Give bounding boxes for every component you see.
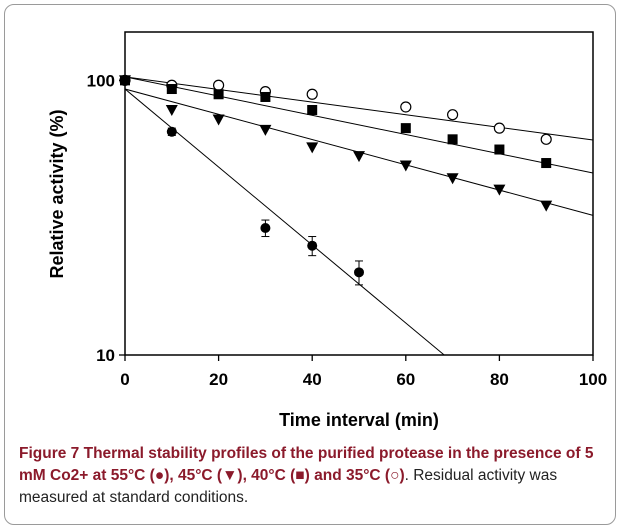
data-point-filled-triangle bbox=[259, 124, 272, 136]
caption-text: . Residual activity was measured at stan… bbox=[19, 467, 558, 506]
data-point-filled-triangle bbox=[165, 104, 178, 116]
data-point-filled-circle bbox=[166, 126, 177, 137]
figure-caption: Figure 7 Thermal stability profiles of t… bbox=[19, 443, 611, 509]
fit-lines bbox=[124, 76, 594, 356]
data-point-open-circle bbox=[400, 101, 412, 113]
data-point-filled-triangle bbox=[353, 151, 365, 163]
data-point-filled-circle bbox=[354, 267, 364, 278]
data-point-filled-square bbox=[400, 123, 411, 134]
data-point-filled-square bbox=[166, 84, 177, 95]
data-point-filled-square bbox=[260, 91, 271, 102]
fit-line bbox=[124, 76, 594, 141]
fit-line bbox=[124, 76, 594, 174]
x-tick-label: 20 bbox=[209, 370, 228, 389]
data-point-filled-circle bbox=[307, 240, 318, 251]
data-point-filled-triangle bbox=[446, 173, 459, 185]
data-point-open-circle bbox=[540, 133, 552, 145]
plot-area bbox=[124, 31, 594, 356]
x-tick-label: 40 bbox=[303, 370, 322, 389]
data-point-filled-triangle bbox=[493, 184, 506, 196]
data-point-filled-triangle bbox=[306, 142, 319, 154]
caption-title: Figure 7 Thermal stability profiles of t… bbox=[19, 445, 594, 484]
fit-line bbox=[124, 88, 445, 356]
data-point-filled-circle bbox=[260, 223, 271, 234]
data-point-open-circle bbox=[493, 122, 505, 134]
data-point-filled-square bbox=[307, 104, 318, 115]
data-point-filled-square bbox=[213, 89, 224, 100]
y-tick-label: 100 bbox=[87, 71, 115, 90]
y-tick-label: 10 bbox=[96, 346, 115, 365]
x-tick-label: 100 bbox=[579, 370, 607, 389]
data-point-filled-square bbox=[494, 144, 505, 155]
data-point-open-circle bbox=[447, 109, 459, 121]
data-point-filled-square bbox=[447, 134, 458, 145]
data-point-open-circle bbox=[306, 88, 318, 100]
data-point-filled-triangle bbox=[399, 160, 412, 172]
data-point-open-circle bbox=[213, 79, 225, 91]
x-tick-label: 80 bbox=[490, 370, 509, 389]
data-point-filled-square bbox=[541, 158, 552, 169]
data-point-filled-triangle bbox=[540, 200, 553, 212]
x-tick-label: 60 bbox=[396, 370, 415, 389]
x-tick-label: 0 bbox=[120, 370, 129, 389]
data-points bbox=[119, 74, 553, 286]
figure-panel: 0 20 40 60 80 100 10 100 Relative activity (%) … bbox=[4, 4, 616, 525]
x-axis-label: Time interval (min) bbox=[279, 410, 439, 430]
data-point-filled-triangle bbox=[212, 114, 225, 126]
y-axis-label: Relative activity (%) bbox=[47, 109, 67, 278]
axes: 0 20 40 60 80 100 10 100 bbox=[87, 71, 608, 389]
